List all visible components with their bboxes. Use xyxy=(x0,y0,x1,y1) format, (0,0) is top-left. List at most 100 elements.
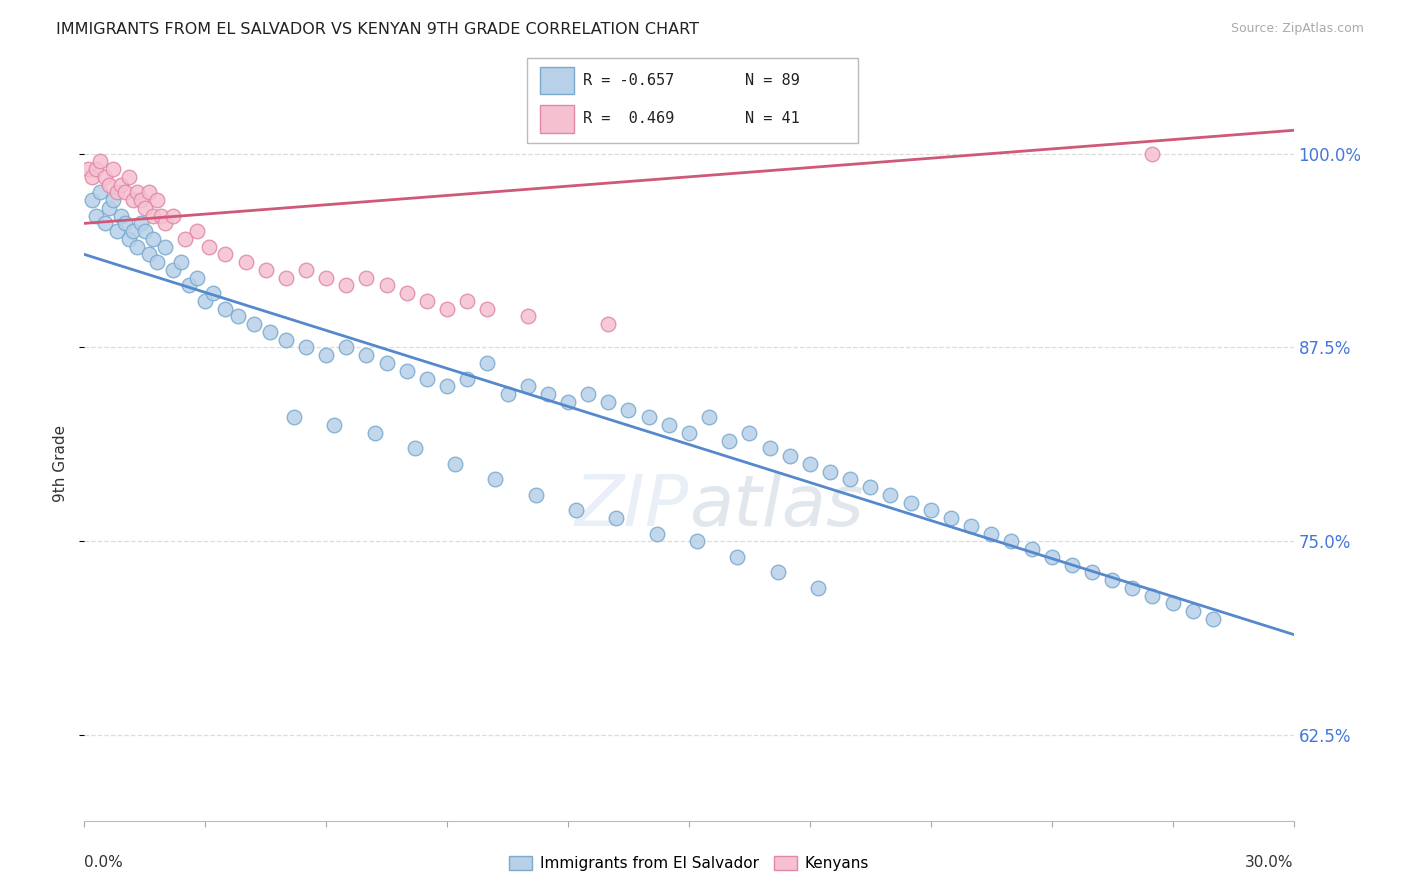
Point xyxy=(598,317,620,331)
Point xyxy=(242,317,264,331)
Point xyxy=(170,255,193,269)
Point xyxy=(766,566,789,580)
Point xyxy=(315,270,337,285)
Point xyxy=(444,457,467,471)
Point xyxy=(121,224,143,238)
Point xyxy=(153,216,176,230)
Point xyxy=(110,178,132,192)
Point xyxy=(839,472,862,486)
Point xyxy=(114,216,136,230)
Point xyxy=(1101,573,1123,587)
Point xyxy=(186,224,208,238)
Text: 30.0%: 30.0% xyxy=(1246,855,1294,870)
Point xyxy=(637,410,659,425)
Point xyxy=(93,216,115,230)
Point xyxy=(395,286,418,301)
Point xyxy=(125,240,148,254)
Point xyxy=(645,526,668,541)
Point xyxy=(436,379,458,393)
Point xyxy=(214,301,236,316)
Point xyxy=(315,348,337,362)
Point xyxy=(97,178,120,192)
Point xyxy=(678,425,700,440)
Point xyxy=(1121,581,1143,595)
Point xyxy=(484,472,506,486)
Point xyxy=(82,169,104,184)
FancyBboxPatch shape xyxy=(540,67,574,95)
Point xyxy=(1081,566,1104,580)
Point xyxy=(516,379,538,393)
Point xyxy=(118,169,141,184)
Point xyxy=(617,402,640,417)
Point xyxy=(146,193,169,207)
Point xyxy=(186,270,208,285)
Point xyxy=(1202,612,1225,626)
Text: 0.0%: 0.0% xyxy=(84,855,124,870)
Point xyxy=(129,193,152,207)
Point xyxy=(818,465,841,479)
Point xyxy=(1142,589,1164,603)
Text: Source: ZipAtlas.com: Source: ZipAtlas.com xyxy=(1230,22,1364,36)
Text: N = 41: N = 41 xyxy=(745,112,800,127)
Point xyxy=(576,387,599,401)
Point xyxy=(697,410,720,425)
Point xyxy=(323,418,346,433)
Point xyxy=(939,511,962,525)
Point xyxy=(214,247,236,261)
Point xyxy=(456,293,478,308)
Point xyxy=(274,333,297,347)
Point xyxy=(153,240,176,254)
Point xyxy=(356,270,378,285)
Point xyxy=(335,278,357,293)
Point xyxy=(254,263,277,277)
Point xyxy=(142,209,165,223)
Point xyxy=(416,293,439,308)
Point xyxy=(101,162,124,177)
Point xyxy=(477,356,499,370)
Point xyxy=(125,186,148,200)
Point xyxy=(960,519,983,533)
Point xyxy=(110,209,132,223)
Point xyxy=(283,410,305,425)
Point xyxy=(516,310,538,324)
Y-axis label: 9th Grade: 9th Grade xyxy=(52,425,67,502)
Point xyxy=(524,488,547,502)
Point xyxy=(363,425,385,440)
Point xyxy=(146,255,169,269)
Point xyxy=(142,232,165,246)
Point xyxy=(658,418,681,433)
Point xyxy=(86,162,108,177)
Point xyxy=(738,425,761,440)
Point xyxy=(162,209,184,223)
Point xyxy=(557,394,579,409)
Point xyxy=(436,301,458,316)
FancyBboxPatch shape xyxy=(540,105,574,133)
Point xyxy=(1181,604,1204,618)
Point xyxy=(118,232,141,246)
Point xyxy=(295,263,318,277)
Point xyxy=(121,193,143,207)
Text: R = -0.657: R = -0.657 xyxy=(583,73,675,88)
Point xyxy=(235,255,257,269)
Point xyxy=(686,534,709,549)
Point xyxy=(1142,146,1164,161)
Point xyxy=(138,247,160,261)
Point xyxy=(114,186,136,200)
Point xyxy=(162,263,184,277)
Point xyxy=(259,325,281,339)
Point xyxy=(105,186,128,200)
Point xyxy=(149,209,172,223)
Point xyxy=(1161,597,1184,611)
Point xyxy=(1021,542,1043,557)
Point xyxy=(179,278,201,293)
Point xyxy=(879,488,901,502)
Point xyxy=(725,549,748,564)
Point xyxy=(799,457,821,471)
Point xyxy=(202,286,225,301)
FancyBboxPatch shape xyxy=(527,58,858,143)
Text: N = 89: N = 89 xyxy=(745,73,800,88)
Point xyxy=(93,169,115,184)
Point xyxy=(295,341,318,355)
Point xyxy=(138,186,160,200)
Point xyxy=(77,162,100,177)
